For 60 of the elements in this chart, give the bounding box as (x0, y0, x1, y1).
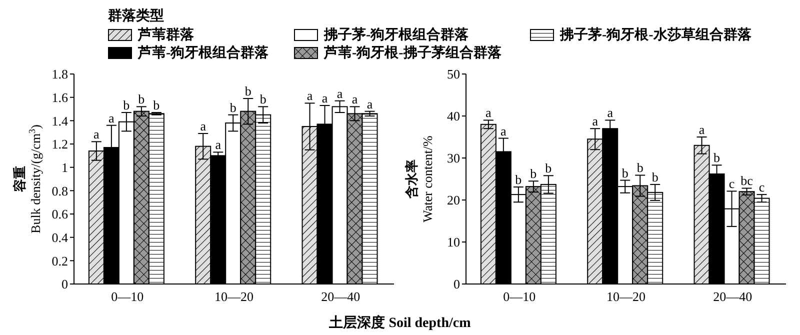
data-label: b (652, 169, 658, 184)
x-tick-label: 20—40 (713, 289, 752, 304)
data-label: b (153, 98, 160, 112)
y-tick-label: 1.4 (52, 113, 68, 128)
data-label: a (336, 86, 343, 101)
data-label: b (530, 166, 537, 182)
data-label: a (486, 105, 492, 120)
y-tick-label: 0.2 (52, 253, 68, 268)
data-label: a (500, 123, 507, 138)
data-label: a (592, 114, 598, 129)
data-label: a (306, 88, 313, 104)
data-label: b (515, 172, 522, 187)
y-tick-label: 0.8 (52, 183, 68, 198)
data-label: c (728, 176, 735, 192)
data-label: b (622, 165, 628, 180)
y-tick-label: 0 (454, 276, 460, 292)
y-tick-label: 1 (62, 160, 68, 175)
data-label: a (200, 118, 206, 134)
y-tick-label: 1.6 (52, 90, 68, 105)
data-label: b (123, 98, 130, 112)
data-label: a (322, 90, 328, 106)
x-tick-label: 10—20 (606, 289, 646, 304)
y-tick-label: 20 (447, 192, 460, 208)
data-label: b (230, 100, 236, 115)
data-label: a (94, 126, 100, 142)
data-label: a (607, 105, 614, 120)
y-tick-label: 10 (447, 234, 460, 250)
data-label: b (714, 150, 720, 166)
data-label: a (698, 122, 705, 137)
data-label: b (244, 84, 252, 98)
y-tick-label: 0.4 (52, 230, 68, 245)
x-tick-label: 20—40 (321, 289, 360, 304)
x-tick-label: 0—10 (503, 289, 536, 304)
legend-label: 拂子茅-狗牙根组合群落 (322, 26, 470, 44)
y-axis-title: 含水率 Water content/% (404, 136, 435, 222)
legend-label: 芦苇-狗牙根-拂子茅组合群落 (322, 44, 502, 62)
data-label: a (215, 137, 222, 152)
data-label: b (260, 92, 266, 107)
legend-label: 芦苇-狗牙根组合群落 (136, 44, 270, 62)
x-tick-label: 0—10 (111, 289, 144, 304)
legend-label: 芦苇群落 (136, 26, 195, 44)
y-tick-label: 0.6 (52, 206, 68, 222)
data-label: bc (740, 173, 754, 188)
legend-label: 拂子茅-狗牙根-水莎草组合群落 (558, 26, 752, 44)
y-tick-label: 1.8 (52, 66, 68, 82)
y-tick-label: 0 (62, 276, 68, 292)
y-tick-label: 40 (447, 108, 460, 124)
y-tick-label: 50 (447, 66, 460, 82)
data-label: b (138, 92, 145, 107)
y-tick-label: 1.2 (52, 136, 68, 152)
data-label: a (352, 92, 358, 107)
y-tick-label: 30 (447, 150, 460, 166)
legend-title: 群落类型 (108, 8, 165, 26)
data-label: a (366, 96, 373, 112)
x-tick-label: 10—20 (214, 289, 254, 304)
x-axis-title: 土层深度 Soil depth/cm (328, 314, 472, 332)
data-label: b (545, 160, 552, 176)
data-label: a (108, 110, 115, 126)
data-label: b (636, 160, 644, 176)
data-label: c (758, 180, 765, 195)
